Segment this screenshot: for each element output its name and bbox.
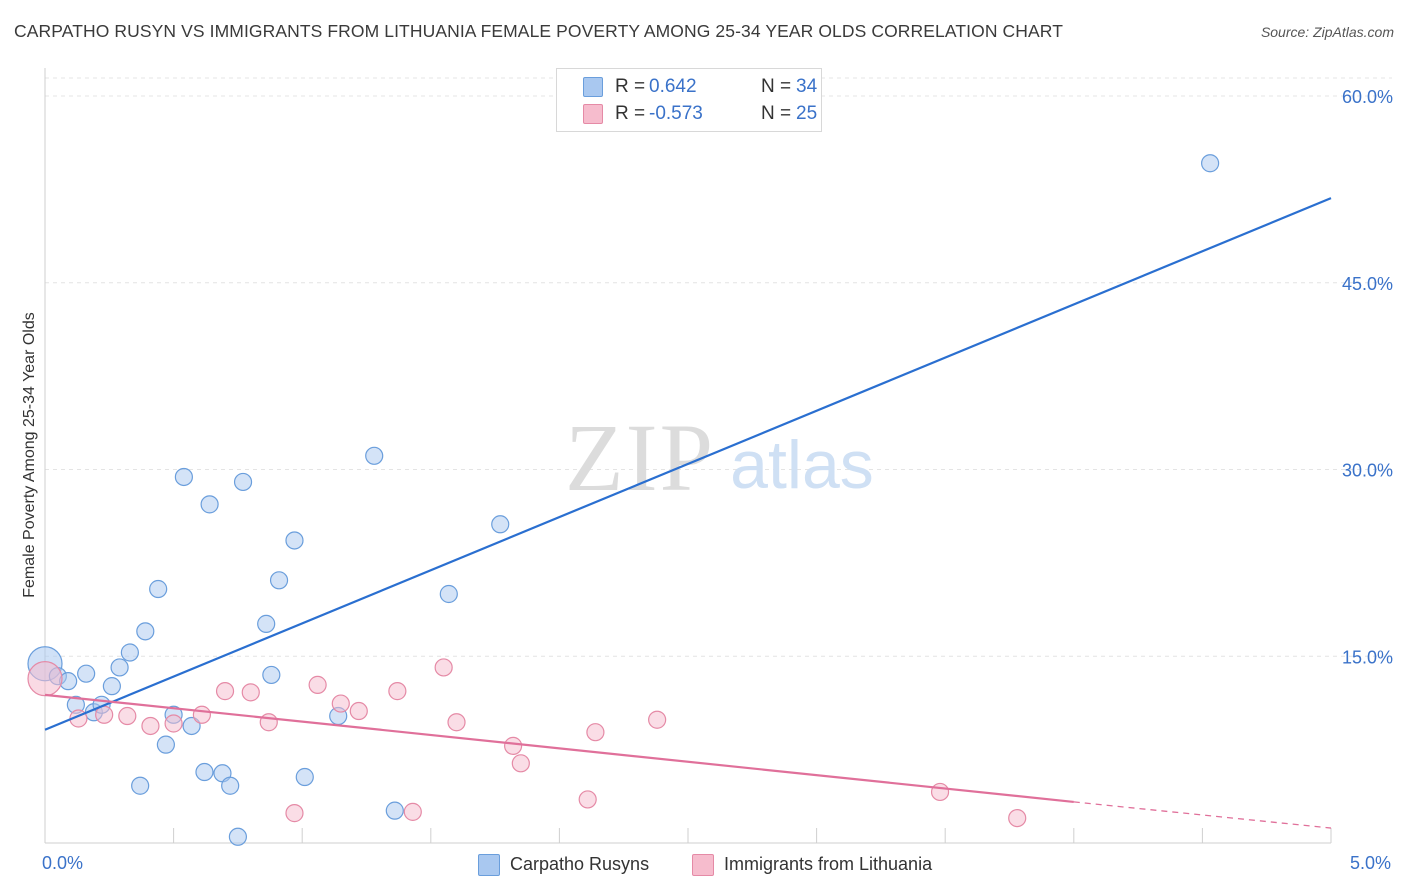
point-carpatho-rusyns — [1201, 154, 1220, 173]
point-immigrants-lithuania — [504, 736, 523, 755]
y-tick-label: 60.0% — [1342, 87, 1393, 107]
point-immigrants-lithuania — [434, 658, 453, 677]
point-carpatho-rusyns — [262, 665, 281, 685]
point-immigrants-lithuania — [648, 710, 667, 729]
point-immigrants-lithuania — [447, 713, 466, 732]
legend-label: Carpatho Rusyns — [510, 854, 650, 874]
point-carpatho-rusyns — [221, 776, 240, 795]
trend-line-lithuania-extension — [1073, 801, 1332, 829]
n-value: 25 — [796, 103, 818, 124]
trend-line-carpatho — [44, 197, 1332, 731]
stats-swatch-carpatho — [583, 77, 603, 97]
y-tick-labels: 15.0% 30.0% 45.0% 60.0% — [1342, 87, 1393, 667]
point-immigrants-lithuania — [1008, 808, 1027, 828]
n-value: 34 — [796, 76, 818, 97]
point-immigrants-lithuania — [259, 713, 278, 732]
x-tick-label-max: 5.0% — [1350, 853, 1392, 873]
n-label: N = — [761, 103, 792, 124]
stats-box: R = 0.642 N = 34 R = -0.573 N = 25 — [556, 68, 822, 132]
point-carpatho-rusyns — [233, 472, 253, 492]
point-immigrants-lithuania — [118, 706, 137, 726]
watermark: ZIP atlas — [565, 404, 874, 511]
point-immigrants-lithuania — [241, 683, 260, 702]
legend-swatch-carpatho — [478, 854, 500, 876]
point-immigrants-lithuania — [349, 701, 368, 721]
point-carpatho-rusyns — [269, 571, 289, 590]
point-carpatho-rusyns — [102, 677, 121, 696]
point-carpatho-rusyns — [131, 776, 150, 795]
point-carpatho-rusyns — [365, 446, 384, 465]
data-points — [27, 154, 1220, 846]
gridlines — [45, 77, 1392, 657]
stats-swatch-lithuania — [583, 104, 603, 124]
point-carpatho-rusyns — [195, 762, 214, 782]
point-immigrants-lithuania — [388, 682, 407, 701]
point-carpatho-rusyns — [285, 531, 304, 550]
point-carpatho-rusyns — [200, 495, 219, 514]
point-carpatho-rusyns — [136, 622, 155, 641]
watermark-atlas: atlas — [730, 427, 874, 503]
point-immigrants-lithuania — [285, 804, 304, 823]
point-carpatho-rusyns — [385, 801, 404, 820]
point-carpatho-rusyns — [156, 735, 175, 754]
point-carpatho-rusyns — [439, 584, 458, 604]
legend-swatch-lithuania — [692, 854, 714, 876]
point-immigrants-lithuania — [141, 716, 160, 736]
chart-title: CARPATHO RUSYN VS IMMIGRANTS FROM LITHUA… — [14, 21, 1063, 41]
point-immigrants-lithuania — [331, 694, 350, 713]
point-carpatho-rusyns — [77, 664, 96, 683]
point-immigrants-lithuania — [308, 675, 327, 694]
source-credit: Source: ZipAtlas.com — [1260, 24, 1394, 40]
point-carpatho-rusyns — [182, 716, 201, 736]
point-immigrants-lithuania — [215, 682, 235, 701]
r-value: -0.573 — [649, 103, 703, 124]
point-carpatho-rusyns — [149, 579, 168, 599]
point-immigrants-lithuania — [930, 782, 950, 802]
point-carpatho-rusyns — [174, 467, 193, 487]
point-immigrants-lithuania — [192, 705, 211, 724]
point-immigrants-lithuania — [27, 661, 63, 697]
point-immigrants-lithuania — [164, 714, 183, 733]
legend: Carpatho Rusyns Immigrants from Lithuani… — [0, 852, 1406, 878]
y-tick-label: 15.0% — [1342, 647, 1393, 667]
point-carpatho-rusyns — [120, 643, 139, 662]
r-value: 0.642 — [649, 76, 697, 97]
point-carpatho-rusyns — [228, 827, 247, 846]
r-label: R = — [615, 103, 646, 124]
y-tick-label: 45.0% — [1342, 274, 1393, 294]
x-tick-label-min: 0.0% — [42, 853, 84, 873]
watermark-zip: ZIP — [565, 404, 715, 511]
n-label: N = — [761, 76, 792, 97]
point-immigrants-lithuania — [511, 754, 530, 773]
point-immigrants-lithuania — [578, 790, 597, 809]
point-carpatho-rusyns — [110, 658, 129, 677]
point-carpatho-rusyns — [257, 614, 276, 633]
point-immigrants-lithuania — [403, 802, 422, 821]
trend-line-lithuania — [44, 693, 1074, 804]
trend-lines — [44, 197, 1332, 829]
y-tick-label: 30.0% — [1342, 461, 1393, 481]
point-carpatho-rusyns — [295, 767, 314, 787]
point-carpatho-rusyns — [491, 515, 510, 534]
point-immigrants-lithuania — [586, 723, 605, 742]
legend-label: Immigrants from Lithuania — [724, 854, 933, 874]
axes — [44, 68, 1332, 844]
r-label: R = — [615, 76, 646, 97]
